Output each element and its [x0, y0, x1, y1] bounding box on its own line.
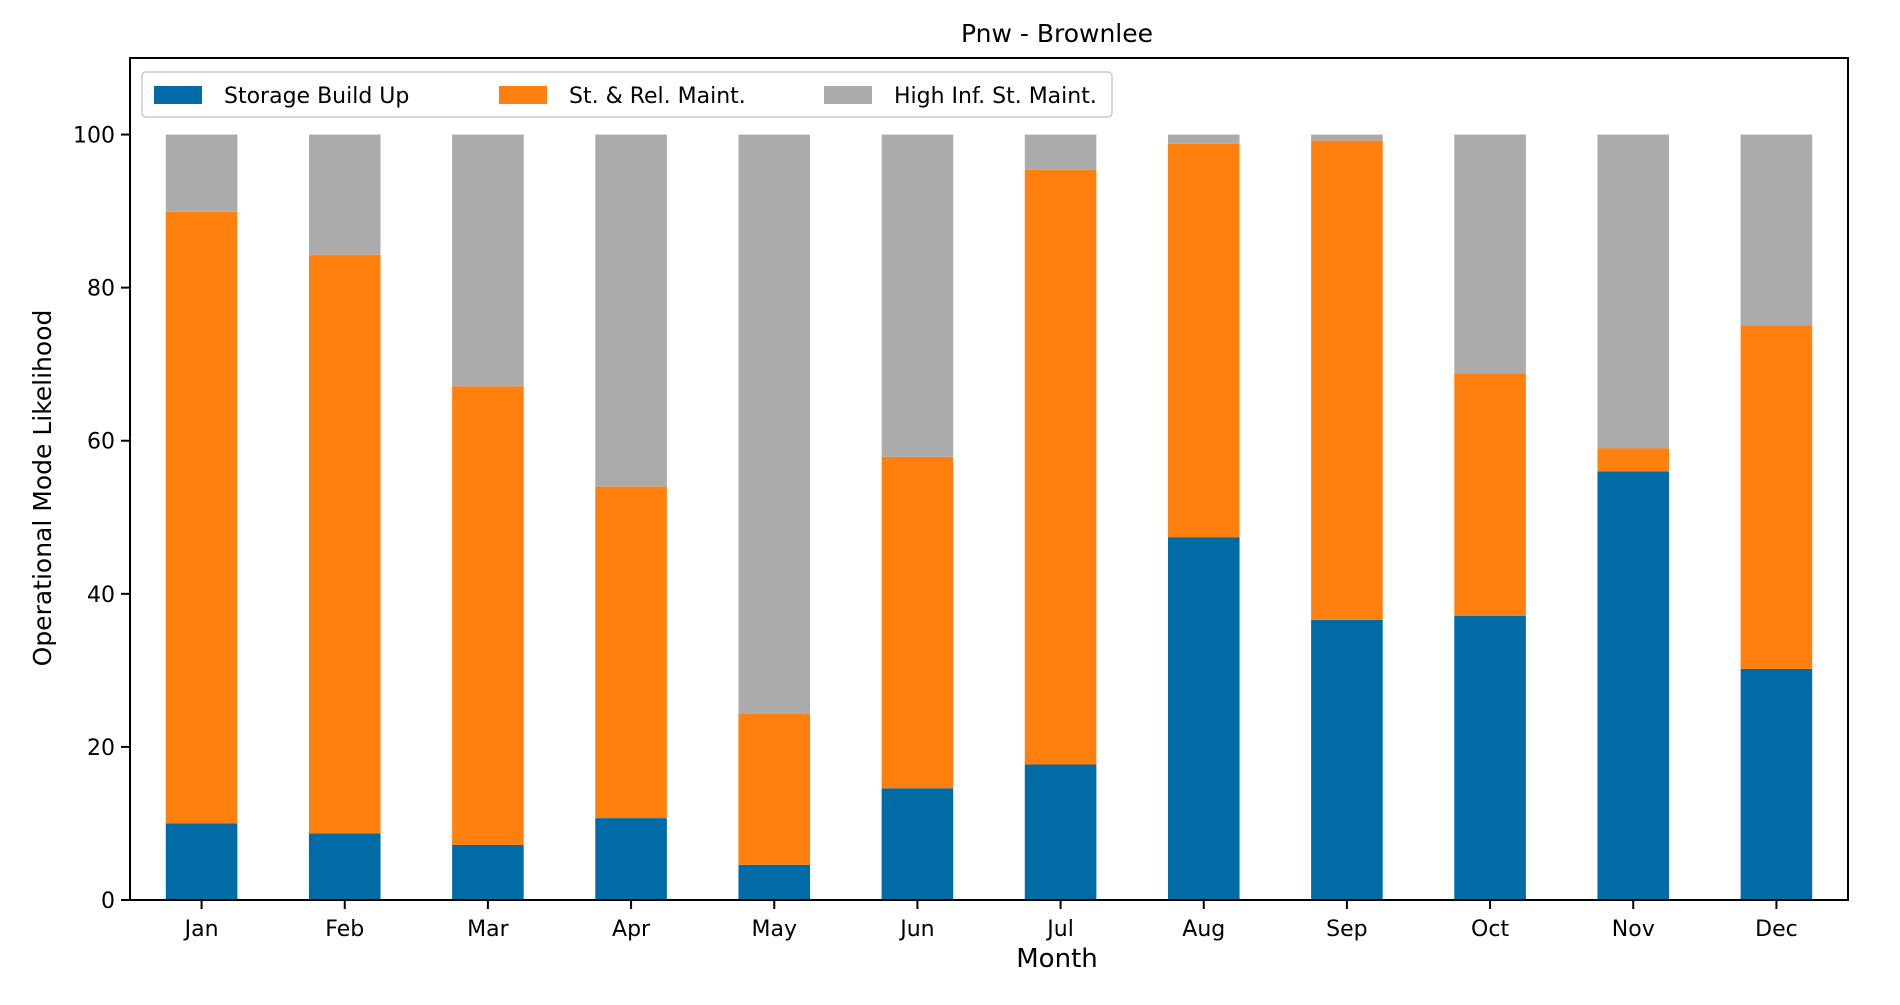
bar-segment-sep-series-2	[1311, 140, 1383, 620]
bar-segment-jan-series-2	[165, 211, 238, 824]
bar-segment-nov-series-2	[1597, 448, 1670, 472]
legend-swatch-series-3	[824, 86, 872, 104]
bar-segment-aug-series-3	[1167, 134, 1240, 144]
y-tick-label: 40	[87, 583, 115, 608]
bar-segment-dec-series-3	[1740, 134, 1813, 326]
bar-segment-nov-series-3	[1597, 134, 1670, 449]
legend-swatch-series-1	[154, 86, 202, 104]
bar-segment-feb-series-2	[308, 254, 381, 834]
x-tick-label: Oct	[1471, 917, 1509, 942]
x-tick-label: Dec	[1755, 917, 1798, 942]
y-tick-label: 60	[87, 430, 115, 455]
bar-segment-may-series-1	[738, 864, 811, 900]
bar-segment-feb-series-3	[308, 134, 381, 255]
bar-segment-apr-series-2	[595, 486, 667, 819]
bar-segment-jan-series-1	[165, 823, 238, 900]
bar-segment-jun-series-1	[881, 788, 954, 900]
y-tick-label: 80	[87, 277, 115, 302]
x-tick-label: Nov	[1612, 917, 1655, 942]
legend-label-series-3: High Inf. St. Maint.	[894, 84, 1097, 109]
x-tick-label: Sep	[1326, 917, 1367, 942]
y-tick-label: 0	[101, 889, 115, 914]
bar-segment-mar-series-2	[452, 386, 524, 845]
x-tick-label: Apr	[612, 917, 651, 942]
legend-label-series-1: Storage Build Up	[224, 84, 409, 109]
bar-segment-jun-series-2	[881, 456, 954, 789]
y-tick-label: 20	[87, 736, 115, 761]
bar-segment-jan-series-3	[165, 134, 238, 212]
axes-layer	[129, 57, 1849, 901]
bars-layer	[165, 134, 1813, 900]
legend-swatch-series-2	[499, 86, 547, 104]
bar-segment-jun-series-3	[881, 134, 954, 457]
x-tick-label: Jun	[898, 917, 934, 942]
legend-box	[141, 71, 1113, 118]
x-axis-label: Month	[1016, 944, 1098, 974]
x-tick-label: Jan	[183, 917, 219, 942]
x-tick-label: May	[752, 917, 797, 942]
bar-segment-mar-series-1	[452, 844, 524, 900]
bar-segment-sep-series-3	[1311, 134, 1383, 141]
y-axis-label: Operational Mode Likelihood	[28, 310, 57, 667]
bar-segment-aug-series-2	[1167, 143, 1240, 538]
y-tick-label: 100	[73, 124, 115, 149]
bar-segment-dec-series-2	[1740, 325, 1813, 669]
ticks-layer: 0 20 40 60 80 100 Jan Feb Mar Apr May Jun Jul Aug Sep O…	[73, 124, 1798, 942]
bar-segment-oct-series-2	[1454, 373, 1526, 617]
bar-segment-may-series-3	[738, 134, 811, 715]
bar-segment-jul-series-2	[1024, 169, 1097, 765]
x-tick-label: Jul	[1045, 917, 1074, 942]
bar-segment-apr-series-3	[595, 134, 667, 487]
bar-segment-oct-series-1	[1454, 616, 1526, 900]
bar-segment-nov-series-1	[1597, 471, 1670, 900]
chart-title: Pnw - Brownlee	[961, 19, 1153, 48]
bar-segment-feb-series-1	[308, 833, 381, 900]
bar-segment-may-series-2	[738, 713, 811, 865]
legend-label-series-2: St. & Rel. Maint.	[569, 84, 746, 109]
bar-segment-oct-series-3	[1454, 134, 1526, 374]
bar-segment-apr-series-1	[595, 818, 667, 900]
plot-area-frame	[129, 57, 1849, 901]
bar-segment-mar-series-3	[452, 134, 524, 387]
bar-segment-aug-series-1	[1167, 537, 1240, 900]
bar-segment-sep-series-1	[1311, 619, 1383, 900]
bar-segment-dec-series-1	[1740, 668, 1813, 900]
x-tick-label: Aug	[1182, 917, 1225, 942]
x-tick-label: Mar	[467, 917, 509, 942]
legend: Storage Build Up St. & Rel. Maint. High In…	[141, 71, 1113, 118]
x-tick-label: Feb	[325, 917, 364, 942]
bar-segment-jul-series-1	[1024, 764, 1097, 900]
bar-segment-jul-series-3	[1024, 134, 1097, 170]
